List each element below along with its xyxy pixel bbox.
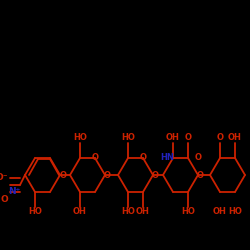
Text: OH: OH <box>166 134 180 142</box>
Text: N⁺: N⁺ <box>8 188 20 196</box>
Text: O: O <box>0 196 8 204</box>
Text: OH: OH <box>136 208 150 216</box>
Text: OH: OH <box>228 134 242 142</box>
Text: HO: HO <box>121 134 135 142</box>
Text: HO: HO <box>73 134 87 142</box>
Text: O: O <box>152 170 158 179</box>
Text: HN: HN <box>160 154 174 162</box>
Text: HO: HO <box>228 208 242 216</box>
Text: HO: HO <box>121 208 135 216</box>
Text: O: O <box>184 134 192 142</box>
Text: O: O <box>216 134 224 142</box>
Text: OH: OH <box>213 208 227 216</box>
Text: O: O <box>60 170 66 179</box>
Text: O: O <box>140 154 146 162</box>
Text: HO: HO <box>181 208 195 216</box>
Text: OH: OH <box>73 208 87 216</box>
Text: HO: HO <box>28 208 42 216</box>
Text: O: O <box>104 170 110 179</box>
Text: O: O <box>92 154 98 162</box>
Text: O⁻: O⁻ <box>0 174 8 182</box>
Text: O: O <box>194 154 202 162</box>
Text: O: O <box>196 170 203 179</box>
